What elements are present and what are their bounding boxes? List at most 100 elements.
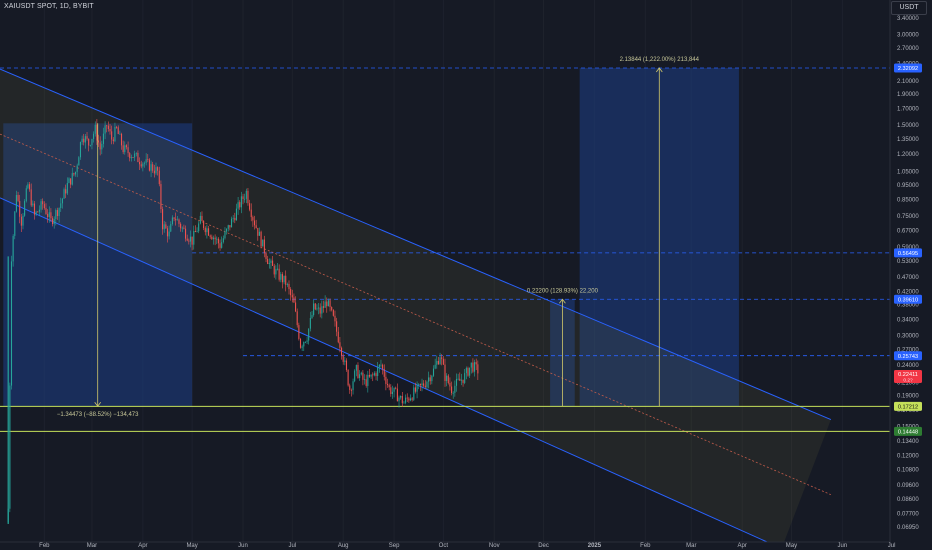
candle-2024-06-23-body	[278, 268, 280, 280]
candle-2024-02-14-body	[65, 189, 67, 194]
candle-2024-01-13-body	[12, 235, 14, 262]
candle-2024-08-28-body	[386, 383, 389, 386]
price-tick-1.70000: 1.70000	[897, 107, 919, 113]
candle-2024-09-13-body	[413, 387, 415, 400]
candle-2024-07-07-body	[301, 346, 303, 348]
candle-2024-01-23-body	[29, 184, 31, 190]
candle-2024-05-28-body	[235, 208, 238, 221]
candle-2024-07-16-body	[316, 308, 318, 310]
candle-2024-05-08-body	[203, 220, 205, 228]
price-tick-0.30000: 0.30000	[897, 334, 919, 340]
candle-2024-07-08-body	[303, 342, 305, 347]
candle-2024-10-04-body	[447, 375, 449, 383]
candle-2024-02-10-body	[58, 208, 60, 217]
candle-2024-06-28-body	[286, 284, 288, 285]
candle-2024-09-18-body	[421, 383, 423, 386]
candle-2024-03-21-body	[124, 145, 126, 153]
candle-2024-01-19-body	[22, 215, 24, 226]
level-0.17-tag	[894, 401, 922, 411]
candle-2024-03-14-body	[112, 139, 114, 142]
candle-2024-09-07-body	[403, 402, 405, 404]
candle-2024-04-27-body	[185, 228, 187, 239]
candle-2024-04-07-body	[152, 164, 154, 171]
candle-2024-10-08-body	[454, 385, 456, 393]
candle-2024-05-15-body	[214, 237, 216, 240]
candle-2024-09-12-body	[411, 398, 413, 400]
candle-2024-02-16-body	[68, 178, 70, 183]
time-tick-10: Dec	[538, 543, 549, 549]
candle-2024-02-22-body	[78, 157, 80, 166]
candle-2024-02-19-body	[73, 173, 75, 175]
channel-mid-line	[0, 133, 832, 496]
candle-2024-08-03-body	[345, 360, 348, 370]
candle-2024-09-02-body	[395, 387, 397, 389]
candle-2024-02-05-body	[50, 212, 52, 219]
candle-2024-05-10-body	[206, 228, 208, 233]
level-2.32-tag	[894, 63, 922, 73]
regression-channel[interactable]	[0, 68, 832, 549]
price-tick-0.10800: 0.10800	[897, 467, 919, 473]
candle-2024-05-19-body	[221, 242, 223, 248]
candle-2024-03-05-body	[97, 140, 100, 143]
candle-2024-04-11-body	[158, 170, 160, 185]
time-tick-2: Apr	[138, 543, 147, 549]
level-0.14-tag	[894, 426, 922, 436]
candle-2024-07-13-body	[311, 315, 313, 318]
candle-2024-09-24-body	[431, 375, 433, 382]
candle-2024-07-25-body	[331, 306, 333, 310]
time-tick-12: Feb	[640, 543, 651, 549]
symbol-title[interactable]: XAIUSDT SPOT, 1D, BYBIT	[4, 3, 94, 10]
candle-2024-05-13-body	[211, 236, 213, 240]
price-tick-0.67000: 0.67000	[897, 229, 919, 235]
candlestick-series	[7, 119, 479, 524]
candle-2024-08-25-body	[382, 364, 384, 369]
candle-2024-01-31-body	[42, 201, 44, 205]
price-tick-0.13400: 0.13400	[897, 439, 919, 445]
candle-2024-09-27-body	[436, 360, 438, 365]
candle-2024-04-29-body	[188, 240, 190, 242]
candle-2024-08-19-body	[372, 374, 374, 376]
price-axis[interactable]: 3.800003.400003.000002.700002.400002.100…	[889, 0, 932, 550]
candle-2024-10-14-body	[464, 373, 466, 383]
time-axis[interactable]: Feb Mar Apr May Jun Jul Aug Sep Oct Nov Dec 2025 Feb…	[0, 541, 895, 550]
candle-2024-10-06-body	[451, 386, 453, 394]
currency-button[interactable]: USDT	[891, 1, 927, 15]
candle-2024-02-27-body	[86, 136, 88, 139]
candle-2024-08-12-body	[360, 372, 362, 375]
candle-2024-02-01-body	[43, 204, 45, 209]
candle-2024-07-28-body	[336, 321, 338, 332]
current-price-countdown: 0.2?	[903, 377, 913, 383]
candle-2024-04-30-body	[189, 236, 192, 242]
candle-2024-03-15-body	[114, 126, 116, 142]
candle-2024-04-26-body	[183, 227, 185, 229]
candle-2024-07-23-body	[327, 300, 329, 307]
candle-2024-04-03-body	[145, 159, 147, 163]
candle-2024-01-17-body	[19, 200, 21, 217]
candle-2024-10-19-body	[472, 362, 474, 372]
price-tick-0.38000: 0.38000	[897, 303, 919, 309]
candle-2024-05-14-body	[212, 237, 215, 240]
candle-2024-04-28-body	[186, 238, 188, 241]
candle-2024-02-17-body	[70, 178, 72, 185]
candle-2024-08-22-body	[377, 366, 379, 377]
candle-2024-07-30-body	[339, 342, 341, 348]
price-tick-1.90000: 1.90000	[897, 92, 919, 98]
candle-2024-02-28-body	[88, 138, 90, 146]
candle-2024-01-16-body	[17, 195, 19, 201]
level-0.56-tag	[894, 248, 922, 258]
horizontal-levels[interactable]	[0, 67, 890, 432]
candle-2024-10-21-body	[475, 362, 477, 365]
candle-2024-09-20-body	[424, 385, 426, 388]
candle-2024-08-02-body	[344, 360, 346, 362]
price-tick-0.09600: 0.09600	[897, 483, 919, 489]
price-tick-0.21000: 0.21000	[897, 380, 919, 386]
price-tick-0.85000: 0.85000	[897, 197, 919, 203]
price-tick-0.75000: 0.75000	[897, 214, 919, 220]
candle-2024-10-01-body	[442, 358, 444, 365]
candle-2024-06-18-body	[270, 260, 272, 263]
candle-2024-05-30-body	[239, 202, 241, 208]
candle-2024-02-25-body	[83, 138, 85, 143]
candle-2024-03-18-body	[119, 133, 121, 135]
candle-2024-10-16-body	[467, 368, 469, 376]
